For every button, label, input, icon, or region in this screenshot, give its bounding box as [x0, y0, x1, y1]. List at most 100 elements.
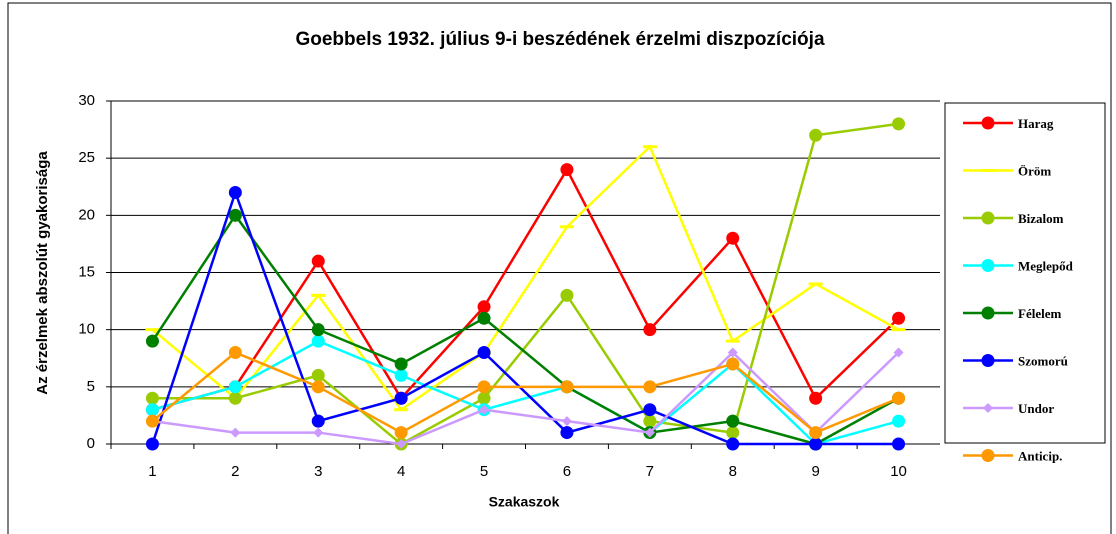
point: [311, 334, 325, 348]
point: [145, 437, 159, 451]
point: [809, 426, 823, 440]
point: [981, 211, 995, 225]
legend-label: Anticip.: [1018, 448, 1062, 463]
point: [145, 391, 159, 405]
y-tick-label: 15: [78, 263, 95, 280]
y-tick-label: 25: [78, 149, 95, 166]
y-tick-label: 30: [78, 92, 95, 109]
point: [809, 437, 823, 451]
x-tick-label: 6: [563, 463, 571, 480]
x-tick-label: 8: [729, 463, 737, 480]
point: [892, 117, 906, 131]
point: [228, 185, 242, 199]
point: [311, 254, 325, 268]
point: [230, 427, 241, 438]
x-tick-label: 7: [646, 463, 654, 480]
point: [228, 380, 242, 394]
point: [477, 380, 491, 394]
point: [892, 414, 906, 428]
y-tick-label: 20: [78, 206, 95, 223]
point: [726, 426, 740, 440]
legend-label: Undor: [1018, 401, 1054, 416]
point: [560, 163, 574, 177]
point: [311, 368, 325, 382]
point: [643, 414, 657, 428]
point: [560, 380, 574, 394]
point: [981, 449, 995, 462]
point: [394, 368, 408, 382]
y-tick-label: 0: [87, 435, 95, 452]
point: [228, 346, 242, 360]
legend-label: Félelem: [1018, 306, 1061, 321]
series-line: [151, 188, 899, 446]
point: [983, 403, 993, 413]
series-line: [152, 350, 900, 446]
point: [809, 128, 823, 142]
x-tick-label: 5: [480, 463, 488, 480]
point: [726, 437, 740, 451]
x-tick-label: 10: [890, 463, 907, 480]
legend-label: Meglepőd: [1018, 258, 1074, 273]
x-tick-label: 3: [314, 463, 322, 480]
chart-frame: [7, 2, 1112, 534]
point: [892, 311, 906, 325]
series-line: [151, 144, 900, 412]
series-line: [151, 213, 900, 446]
legend-label: Szomorú: [1018, 353, 1068, 368]
legend-label: Harag: [1018, 116, 1054, 131]
x-tick-label: 4: [397, 463, 405, 480]
point: [145, 414, 159, 428]
point: [981, 259, 995, 272]
series-line: [151, 351, 900, 435]
point: [311, 380, 325, 394]
point: [145, 403, 159, 417]
x-axis-label: Szakaszok: [489, 494, 560, 510]
point: [726, 357, 740, 371]
point: [981, 116, 995, 130]
point: [396, 439, 407, 449]
x-tick-label: 2: [231, 463, 239, 480]
point: [477, 300, 491, 314]
series-line: [152, 167, 900, 411]
point: [560, 426, 574, 440]
point: [313, 427, 324, 438]
point: [477, 391, 491, 405]
point: [561, 416, 572, 427]
point: [981, 306, 995, 320]
point: [394, 426, 408, 440]
point: [726, 414, 740, 428]
point: [643, 403, 657, 417]
point: [726, 231, 740, 245]
y-axis-label: Az érzelmek abszolút gyakorisága: [34, 151, 51, 395]
legend-label: Öröm: [1018, 163, 1051, 178]
legend-label: Bizalom: [1018, 211, 1064, 226]
point: [644, 427, 655, 438]
y-tick-label: 10: [78, 321, 95, 338]
point: [479, 404, 490, 415]
x-tick-label: 1: [148, 463, 156, 480]
point: [727, 347, 738, 358]
point: [228, 391, 242, 405]
x-tick-label: 9: [811, 463, 819, 480]
point: [477, 346, 491, 360]
point: [477, 311, 491, 325]
point: [394, 391, 408, 405]
chart-title: Goebbels 1932. július 9-i beszédének érz…: [295, 29, 824, 50]
point: [228, 208, 242, 222]
point: [643, 380, 657, 394]
y-tick-label: 5: [87, 378, 95, 395]
point: [892, 437, 906, 451]
series-line: [152, 339, 899, 446]
point: [893, 347, 904, 358]
point: [560, 288, 574, 302]
point: [643, 323, 657, 337]
point: [145, 334, 159, 348]
point: [311, 414, 325, 428]
point: [981, 354, 995, 367]
point: [311, 323, 325, 337]
point: [394, 357, 408, 371]
point: [892, 391, 906, 405]
point: [809, 391, 823, 405]
legend-box: [944, 102, 1106, 444]
